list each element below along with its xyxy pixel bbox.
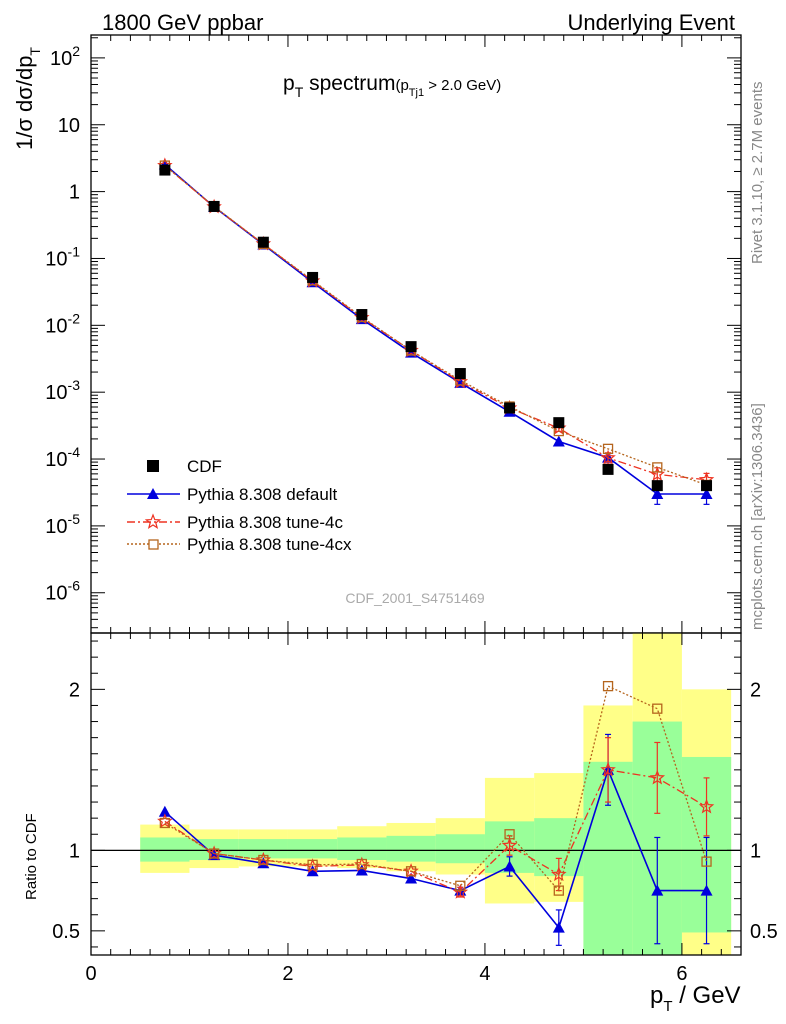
ratio-pythia-8-308-tune-4cx-point bbox=[258, 854, 269, 866]
cdf-data-point bbox=[651, 480, 663, 492]
x-axis-label: pT / GeV bbox=[650, 982, 741, 1015]
top-pythia-8-308-default-point bbox=[552, 435, 565, 447]
top-plot: 10-6 10-5 10-4 10-3 10-2 10-1 1 10 102 bbox=[45, 34, 742, 634]
legend-marker-tune-4cx bbox=[148, 539, 159, 550]
ratio-pythia-8-308-default-point bbox=[158, 805, 171, 817]
cdf-data-point bbox=[602, 463, 614, 475]
ratio-pythia-8-308-default-point bbox=[503, 860, 516, 872]
ratio-pythia-8-308-tune-4c-point bbox=[501, 837, 518, 853]
ratio-y-tick-label-right: 0.5 bbox=[750, 921, 778, 943]
ratio-pythia-8-308-tune-4cx-point bbox=[208, 848, 220, 859]
top-pythia-8-308-default-line bbox=[164, 163, 707, 495]
ratio-y-tick-label-right: 2 bbox=[750, 679, 761, 701]
ratio-pythia-8-308-default-point bbox=[306, 865, 319, 877]
y-tick-label: 10-3 bbox=[45, 377, 80, 404]
ratio-pythia-8-308-tune-4cx-point bbox=[455, 880, 466, 891]
top-pythia-8-308-tune-4c-line bbox=[164, 165, 707, 481]
top-pythia-8-308-tune-4cx-line bbox=[164, 165, 707, 486]
mcplots-label: mcplots.cern.ch [arXiv:1306.3436] bbox=[749, 403, 766, 630]
rivet-version-label: Rivet 3.1.10, ≥ 2.7M events bbox=[749, 82, 766, 265]
cdf-data-point bbox=[405, 341, 417, 353]
cdf-data-point bbox=[208, 200, 220, 212]
legend-entry-cdf: CDF bbox=[147, 457, 222, 476]
x-tick-label: 6 bbox=[676, 963, 687, 985]
y-tick-label: 10-5 bbox=[45, 511, 80, 538]
ratio-plot-frame bbox=[90, 632, 742, 956]
legend-label-default: Pythia 8.308 default bbox=[187, 485, 338, 504]
ratio-pythia-8-308-default-point bbox=[651, 884, 664, 896]
legend-label-cdf: CDF bbox=[187, 457, 222, 476]
y-tick-label: 1 bbox=[69, 182, 80, 204]
cdf-data-point bbox=[504, 402, 516, 414]
header-energy-label: 1800 GeV ppbar bbox=[102, 10, 263, 35]
legend-label-tune-4c: Pythia 8.308 tune-4c bbox=[187, 513, 343, 532]
legend-entry-tune-4c: Pythia 8.308 tune-4c bbox=[127, 513, 343, 532]
y-tick-label: 10-4 bbox=[45, 444, 80, 471]
top-pythia-8-308-tune-4c-point bbox=[600, 449, 616, 465]
ratio-y-axis-label: Ratio to CDF bbox=[23, 813, 40, 900]
ratio-pythia-8-308-tune-4cx-point bbox=[602, 680, 614, 692]
cdf-data-point bbox=[159, 164, 171, 176]
x-tick-label: 4 bbox=[479, 963, 490, 985]
ratio-pythia-8-308-default-point bbox=[552, 921, 565, 933]
band-green-bin bbox=[337, 837, 387, 861]
y-tick-label: 10-1 bbox=[45, 243, 80, 270]
plot-title: pT spectrum(pTj1 > 2.0 GeV) bbox=[283, 72, 501, 100]
x-tick-label: 0 bbox=[85, 963, 96, 985]
top-pythia-8-308-default-point bbox=[651, 487, 664, 499]
legend-marker-tune-4c bbox=[144, 513, 162, 530]
y-tick-label: 102 bbox=[50, 43, 80, 70]
ratio-y-tick-label-right: 1 bbox=[750, 840, 761, 862]
cdf-data-point bbox=[257, 236, 269, 248]
ratio-pythia-8-308-tune-4cx-point bbox=[504, 829, 515, 840]
ratio-y-tick-label: 1 bbox=[69, 840, 80, 862]
analysis-watermark: CDF_2001_S4751469 bbox=[345, 590, 485, 606]
band-green-bin bbox=[140, 837, 190, 862]
cdf-data-point bbox=[553, 417, 565, 429]
top-pythia-8-308-tune-4cx-point bbox=[602, 443, 614, 455]
ratio-pythia-8-308-default-point bbox=[405, 872, 418, 884]
x-tick-label: 2 bbox=[282, 963, 293, 985]
ratio-pythia-8-308-tune-4cx-point bbox=[405, 866, 417, 877]
ratio-pythia-8-308-tune-4c-point bbox=[649, 769, 666, 785]
band-green-bin bbox=[238, 839, 288, 859]
top-pythia-8-308-tune-4cx-point bbox=[652, 462, 663, 473]
cdf-data-point bbox=[701, 480, 713, 492]
legend: CDF Pythia 8.308 default Pythia 8.308 tu… bbox=[127, 457, 352, 554]
y-tick-label: 10 bbox=[58, 115, 80, 137]
ratio-pythia-8-308-tune-4cx-point bbox=[307, 859, 318, 870]
ratio-pythia-8-308-default-point bbox=[700, 884, 713, 896]
cdf-data-point bbox=[454, 368, 466, 380]
ratio-pythia-8-308-tune-4c-point bbox=[600, 761, 616, 777]
top-pythia-8-308-default-point bbox=[700, 487, 713, 499]
cdf-data-point bbox=[356, 309, 368, 321]
legend-entry-tune-4cx: Pythia 8.308 tune-4cx bbox=[127, 535, 352, 554]
ratio-pythia-8-308-tune-4cx-point bbox=[159, 817, 171, 829]
ratio-pythia-8-308-tune-4cx-point bbox=[701, 856, 712, 867]
ratio-pythia-8-308-tune-4cx-line bbox=[164, 685, 708, 892]
ratio-pythia-8-308-tune-4cx-point bbox=[356, 858, 367, 870]
ratio-pythia-8-308-default-point bbox=[355, 864, 368, 876]
cdf-data-point bbox=[307, 271, 319, 283]
ratio-pythia-8-308-tune-4c-line bbox=[164, 769, 707, 893]
band-green-bin bbox=[435, 834, 485, 864]
ratio-pythia-8-308-tune-4cx-point bbox=[652, 703, 663, 714]
y-tick-label: 10-6 bbox=[45, 578, 80, 605]
band-green-bin bbox=[386, 835, 436, 862]
ratio-plot: 0 2 4 6 0.5 0.5 1 1 2 2 bbox=[52, 632, 778, 985]
legend-label-tune-4cx: Pythia 8.308 tune-4cx bbox=[187, 535, 352, 554]
y-tick-label: 10-2 bbox=[45, 310, 80, 337]
ratio-y-tick-label: 0.5 bbox=[52, 921, 80, 943]
legend-marker-cdf bbox=[147, 460, 159, 472]
legend-entry-default: Pythia 8.308 default bbox=[127, 485, 338, 504]
ratio-pythia-8-308-tune-4c-point bbox=[698, 798, 715, 814]
header-process-label: Underlying Event bbox=[567, 10, 735, 35]
legend-marker-default bbox=[147, 488, 159, 499]
ratio-pythia-8-308-tune-4cx-point bbox=[553, 885, 564, 896]
ratio-pythia-8-308-default-line bbox=[164, 767, 707, 930]
ratio-y-tick-label: 2 bbox=[69, 679, 80, 701]
band-green-bin bbox=[287, 839, 338, 859]
top-y-axis-label: 1/σ dσ/dpT bbox=[12, 47, 43, 150]
